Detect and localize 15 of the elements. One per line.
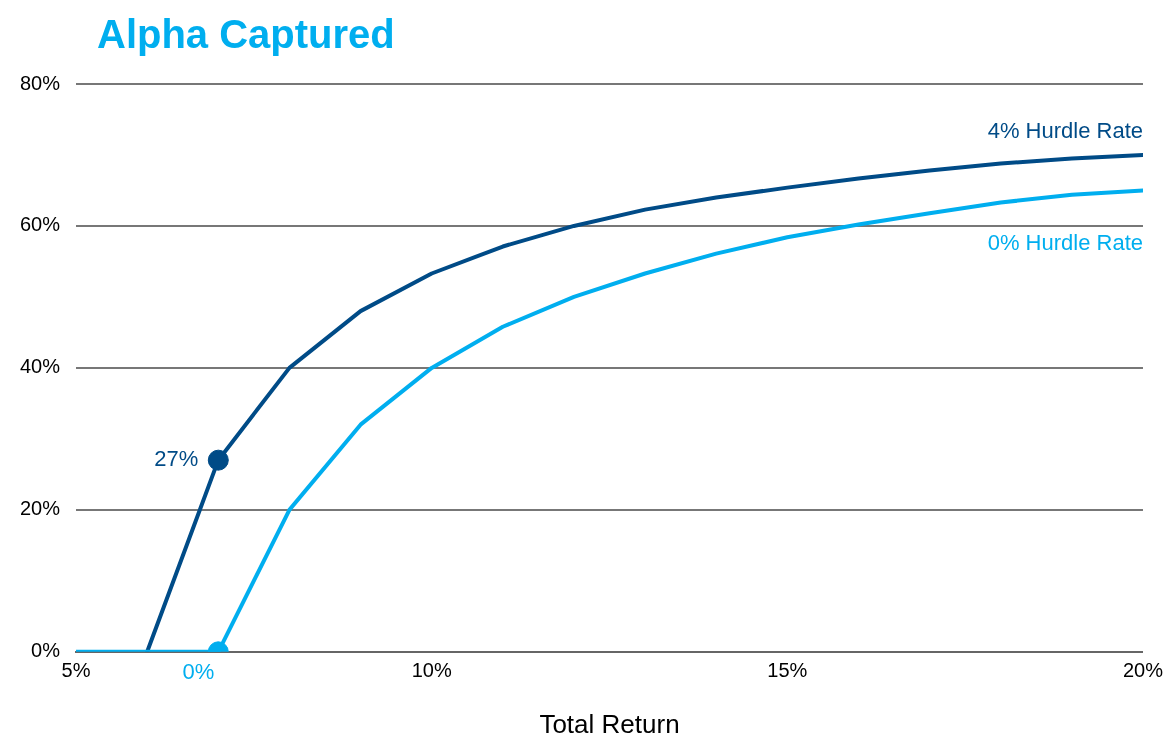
y-tick-label: 60% <box>20 213 61 236</box>
x-tick-label: 20% <box>1122 659 1164 682</box>
x-tick-label: 10% <box>411 659 452 682</box>
series-label: 0% Hurdle Rate <box>987 229 1143 255</box>
y-tick-label: 20% <box>20 497 61 520</box>
annotation: 0% <box>182 658 215 684</box>
x-tick-label: 5% <box>61 659 91 682</box>
series-label: 4% Hurdle Rate <box>987 118 1143 144</box>
annotation: 27% <box>154 446 199 472</box>
y-tick-label: 0% <box>31 639 61 662</box>
x-tick-label: 15% <box>767 659 808 682</box>
chart-title: Alpha Captured <box>97 12 395 57</box>
x-axis-title: Total Return <box>539 708 680 739</box>
y-tick-label: 80% <box>20 71 61 94</box>
y-tick-label: 40% <box>20 355 61 378</box>
